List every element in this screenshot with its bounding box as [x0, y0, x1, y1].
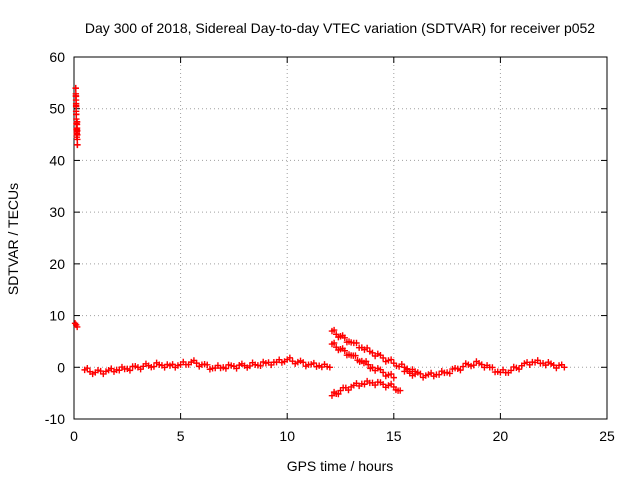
y-tick-label: 50 [49, 101, 65, 117]
data-point [365, 361, 372, 368]
series-descending-arc-B [328, 339, 397, 381]
data-point [515, 366, 523, 373]
data-point [361, 381, 368, 388]
y-axis-label: SDTVAR / TECUs [5, 183, 21, 295]
data-point [193, 359, 200, 367]
data-point [335, 390, 342, 398]
data-point [396, 387, 404, 394]
data-point [403, 366, 411, 373]
data-point [352, 352, 359, 359]
data-point [446, 370, 453, 377]
data-point [286, 354, 294, 362]
data-point [561, 364, 568, 371]
series-late-band [401, 357, 568, 381]
data-point [84, 365, 91, 372]
data-point [489, 364, 496, 371]
data-point [74, 141, 81, 149]
series-early-low-values [71, 320, 81, 331]
y-tick-label: 10 [49, 308, 65, 324]
data-point [457, 366, 464, 374]
data-point [341, 334, 348, 342]
axis-ticks: 0 5 10 15 20 25 -10 0 10 20 30 40 50 60 [45, 49, 615, 444]
data-point [72, 85, 79, 92]
y-tick-label: 0 [57, 359, 65, 375]
x-axis-label: GPS time / hours [287, 458, 394, 474]
data-point [387, 370, 395, 378]
data-point [330, 326, 338, 334]
data-points [71, 84, 568, 399]
y-tick-label: 40 [49, 152, 65, 168]
data-point [326, 364, 334, 371]
x-tick-label: 0 [70, 428, 78, 444]
data-point [257, 362, 264, 370]
series-main-band [81, 354, 334, 378]
data-point [233, 365, 240, 372]
data-point [150, 363, 158, 370]
x-tick-label: 15 [386, 428, 402, 444]
data-point [470, 362, 477, 369]
data-point [379, 354, 387, 362]
data-point [126, 367, 134, 374]
data-point [204, 361, 211, 369]
data-point [73, 323, 81, 331]
data-point [73, 118, 81, 126]
data-point [362, 358, 370, 365]
data-point [246, 362, 254, 370]
data-point [341, 347, 348, 354]
data-point [387, 356, 395, 363]
data-point [379, 369, 387, 376]
data-point [369, 364, 376, 371]
data-point [353, 339, 360, 347]
x-tick-label: 20 [493, 428, 509, 444]
plot-area-frame [73, 56, 608, 420]
chart-title: Day 300 of 2018, Sidereal Day-to-day VTE… [85, 20, 595, 36]
data-point [363, 344, 371, 352]
series-descending-arc-A [328, 326, 419, 375]
data-point [417, 370, 424, 378]
data-point [328, 392, 336, 399]
y-tick-label: 20 [49, 256, 65, 272]
data-point [222, 365, 230, 372]
y-tick-label: 30 [49, 204, 65, 220]
y-tick-label: -10 [45, 411, 65, 427]
series-rising-arc [328, 377, 404, 399]
data-point [507, 367, 515, 374]
data-point [369, 349, 376, 357]
data-point [299, 359, 307, 366]
x-tick-label: 5 [177, 428, 185, 444]
data-point [435, 371, 443, 378]
x-tick-label: 10 [279, 428, 295, 444]
x-tick-label: 25 [599, 428, 615, 444]
data-point [310, 359, 318, 367]
data-point [116, 367, 123, 374]
data-point [390, 374, 397, 381]
series-early-high-values [72, 84, 81, 149]
data-point [330, 339, 338, 347]
y-tick-label: 60 [49, 49, 65, 65]
